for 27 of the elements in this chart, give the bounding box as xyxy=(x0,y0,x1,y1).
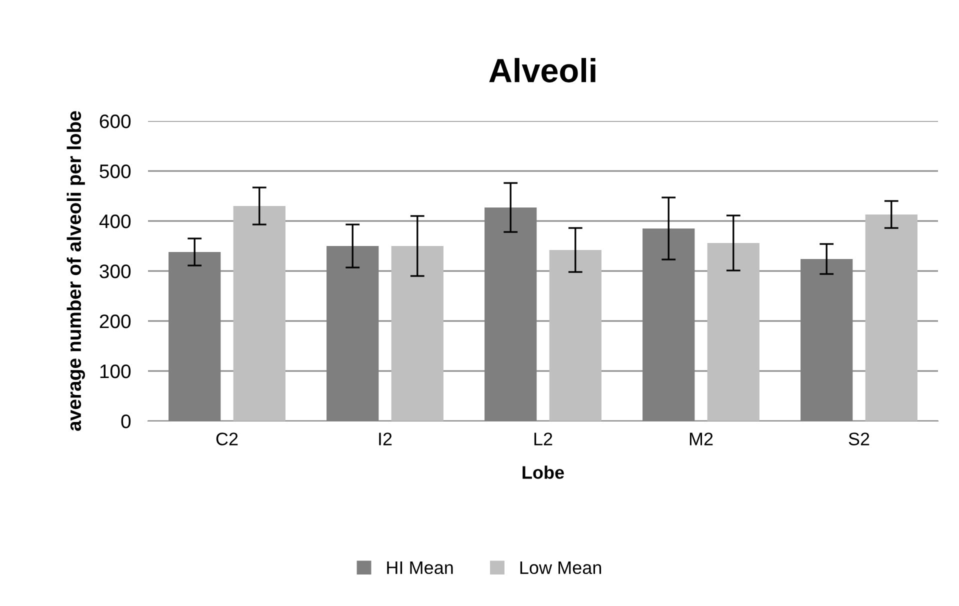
x-tick-label: C2 xyxy=(216,432,238,446)
x-tick-label: M2 xyxy=(690,432,713,446)
bar xyxy=(707,243,760,421)
y-tick-label: 500 xyxy=(100,164,131,178)
bar xyxy=(233,206,286,421)
y-tick-label: 0 xyxy=(121,414,131,428)
legend-label: HI Mean xyxy=(387,561,453,574)
chart-title: Alveoli xyxy=(489,58,596,82)
bar xyxy=(549,250,602,421)
y-tick-label: 300 xyxy=(100,264,131,278)
bar xyxy=(391,246,444,421)
bar xyxy=(168,252,221,421)
x-axis-title: Lobe xyxy=(522,466,564,479)
bar xyxy=(642,228,695,421)
bar xyxy=(800,259,853,421)
legend-label: Low Mean xyxy=(520,561,602,574)
y-tick-label: 600 xyxy=(100,114,131,128)
y-tick-label: 100 xyxy=(100,364,131,378)
bar xyxy=(326,246,379,421)
bar xyxy=(484,208,537,421)
bar xyxy=(865,214,918,421)
x-tick-label: S2 xyxy=(848,432,870,446)
x-tick-label: L2 xyxy=(534,432,552,446)
y-axis-title: average number of alveoli per lobe xyxy=(66,111,86,431)
y-tick-label: 400 xyxy=(99,214,131,228)
y-tick-label: 200 xyxy=(100,314,131,328)
x-tick-label: I2 xyxy=(379,432,392,446)
